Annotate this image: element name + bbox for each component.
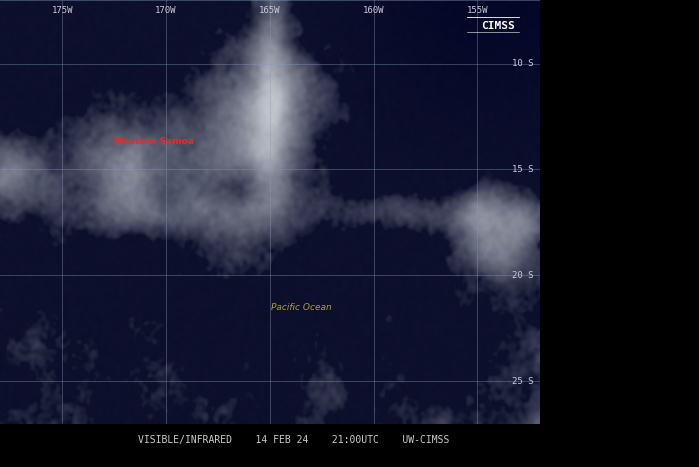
Text: - Labels: - Labels (552, 177, 588, 187)
Text: 160W: 160W (363, 7, 384, 15)
Text: 20240215/013021UTC: 20240215/013021UTC (552, 76, 653, 85)
Text: Western Samoa: Western Samoa (114, 137, 194, 146)
Text: 165W: 165W (259, 7, 280, 15)
Text: 25 S: 25 S (512, 377, 533, 386)
Text: - Political Boundaries: - Political Boundaries (552, 122, 647, 132)
Text: 15 S: 15 S (512, 165, 533, 174)
Text: 10 S: 10 S (512, 59, 533, 68)
Text: - Latitude/Longitude: - Latitude/Longitude (552, 152, 644, 161)
Text: 20 S: 20 S (512, 271, 533, 280)
Text: 170W: 170W (155, 7, 177, 15)
Text: VISIBLE/INFRARED    14 FEB 24    21:00UTC    UW-CIMSS: VISIBLE/INFRARED 14 FEB 24 21:00UTC UW-C… (138, 435, 449, 445)
Text: 155W: 155W (467, 7, 488, 15)
Text: 175W: 175W (52, 7, 73, 15)
Text: Pacific Ocean: Pacific Ocean (271, 303, 331, 311)
Text: CIMSS: CIMSS (481, 21, 514, 31)
Text: - Visible/Shorwave IR Image: - Visible/Shorwave IR Image (552, 46, 679, 55)
Text: Legend: Legend (559, 13, 597, 23)
